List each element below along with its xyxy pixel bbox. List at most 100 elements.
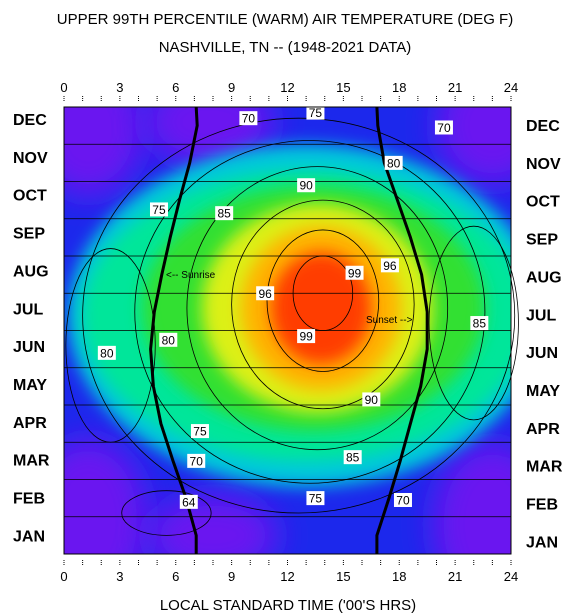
plot-border: [63, 106, 512, 555]
contour-label-text: 70: [437, 121, 451, 135]
cold-region: [64, 438, 148, 554]
contour-label-text: 75: [152, 203, 166, 217]
x-tick-label: 15: [336, 569, 350, 584]
isotherm: [428, 225, 519, 421]
month-labels-left: JAN FEB MAR APR MAY JUN JUL AUG SEP OCT NOV DEC: [13, 112, 50, 545]
contour-label-box: [239, 111, 258, 126]
contour-label-box: [306, 491, 325, 506]
month-label: JUN: [526, 345, 558, 362]
contour-label-box: [343, 450, 362, 465]
x-tick-label: 6: [172, 569, 179, 584]
month-gridlines: [64, 143, 511, 518]
contour-label: 75: [190, 424, 209, 439]
contour-label-text: 96: [383, 259, 397, 273]
contour-label: 75: [149, 202, 168, 217]
month-label: JAN: [526, 534, 558, 551]
x-tick-label: 24: [504, 569, 518, 584]
month-label: AUG: [13, 263, 49, 280]
contour-label-text: 70: [190, 454, 204, 468]
sunset-annotation: Sunset -->: [366, 315, 413, 326]
contour-label: 80: [159, 332, 178, 347]
contour-label-text: 99: [348, 266, 362, 280]
contour-label-box: [470, 316, 489, 331]
contour-label-box: [256, 286, 275, 301]
isotherm: [266, 229, 380, 372]
contour-label: 96: [380, 258, 399, 273]
contour-label: 99: [297, 329, 316, 344]
sunrise-line: [149, 106, 199, 554]
contour-label-box: [384, 155, 403, 170]
contour-label: 96: [256, 286, 275, 301]
contour-label: 70: [239, 111, 258, 126]
contour-label-text: 90: [365, 393, 379, 407]
x-tick-label: 18: [392, 80, 406, 95]
month-label: JAN: [13, 528, 45, 545]
month-label: AUG: [526, 269, 562, 286]
contour-label: 85: [215, 206, 234, 221]
month-label: MAR: [13, 453, 50, 470]
contour-label-box: [179, 494, 198, 509]
contour-label-text: 64: [182, 495, 196, 509]
cold-region: [436, 107, 511, 186]
x-tick-label: 0: [60, 80, 67, 95]
x-tick-label: 0: [60, 569, 67, 584]
contour-label-box: [393, 492, 412, 507]
contour-label: 90: [297, 178, 316, 193]
contour-label: 99: [345, 265, 364, 280]
month-label: SEP: [526, 232, 558, 249]
x-tick-label: 12: [280, 569, 294, 584]
contour-label: 75: [306, 105, 325, 120]
month-labels-right: JAN FEB MAR APR MAY JUN JUL AUG SEP OCT NOV DEC: [526, 118, 563, 551]
cold-region: [432, 442, 511, 554]
x-axis-top: 0 3 6 9 12 15 18 21 24: [60, 80, 518, 101]
contour-label-box: [297, 329, 316, 344]
x-tick-label: 15: [336, 80, 350, 95]
x-tick-label: 3: [116, 80, 123, 95]
x-tick-label: 9: [228, 569, 235, 584]
x-tick-label: 18: [392, 569, 406, 584]
contour-label-text: 70: [396, 493, 410, 507]
isotherm: [121, 490, 212, 536]
isotherm: [134, 140, 486, 484]
contour-label-box: [362, 392, 381, 407]
month-label: JUL: [13, 301, 43, 318]
month-label: MAR: [526, 459, 563, 476]
cold-region: [147, 494, 279, 554]
contour-label-box: [190, 424, 209, 439]
contour-label: 70: [187, 453, 206, 468]
contour-label-box: [297, 178, 316, 193]
contour-label-text: 96: [258, 287, 272, 301]
month-label: MAY: [13, 377, 47, 394]
month-label: APR: [13, 415, 47, 432]
x-axis-bottom: 0 3 6 9 12 15 18 21 24: [60, 560, 518, 584]
chart-subtitle: NASHVILLE, TN -- (1948-2021 DATA): [159, 39, 412, 56]
x-tick-label: 21: [448, 569, 462, 584]
contour-label-text: 75: [193, 425, 207, 439]
cold-region: [64, 107, 145, 197]
contour-label: 90: [362, 392, 381, 407]
x-tick-label: 24: [504, 80, 518, 95]
month-label: NOV: [526, 156, 561, 173]
contour-label: 85: [470, 316, 489, 331]
contour-label-text: 75: [309, 106, 323, 120]
month-label: OCT: [526, 194, 560, 211]
x-tick-label: 21: [448, 80, 462, 95]
contour-label-text: 80: [387, 156, 401, 170]
contour-label-box: [434, 120, 453, 135]
contour-label-text: 80: [162, 333, 176, 347]
contour-label-box: [159, 332, 178, 347]
contour-label-text: 85: [217, 207, 231, 221]
contour-label-box: [380, 258, 399, 273]
month-label: SEP: [13, 226, 45, 243]
x-tick-label: 9: [228, 80, 235, 95]
month-label: DEC: [13, 112, 47, 129]
month-label: NOV: [13, 150, 48, 167]
contour-label-text: 90: [299, 179, 313, 193]
x-tick-label: 3: [116, 569, 123, 584]
contour-label: 75: [306, 491, 325, 506]
warm-region: [270, 252, 372, 365]
isotherm: [231, 199, 415, 410]
contour-label: 85: [343, 450, 362, 465]
month-label: OCT: [13, 188, 47, 205]
